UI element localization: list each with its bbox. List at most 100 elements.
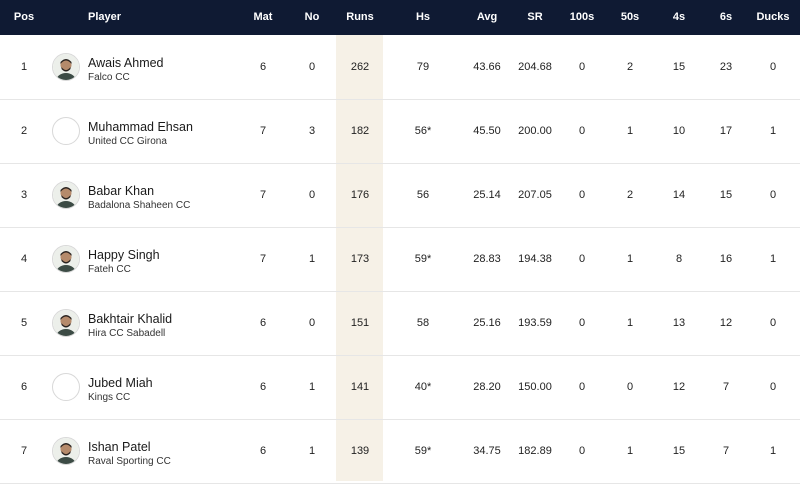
player-avatar [52, 309, 80, 337]
sr-cell: 204.68 [518, 61, 552, 73]
ducks-cell: 1 [769, 125, 777, 137]
sr-cell: 193.59 [518, 317, 552, 329]
runs-cell: 141 [350, 381, 370, 393]
mat-cell: 6 [259, 381, 267, 393]
col-no-header[interactable]: No [304, 11, 320, 23]
pos-cell: 5 [20, 317, 28, 329]
sr-cell: 207.05 [518, 189, 552, 201]
player-photo-icon [53, 246, 79, 272]
runs-cell: 176 [350, 189, 370, 201]
player-team: Raval Sporting CC [88, 456, 171, 467]
fifties-cell: 2 [626, 189, 634, 201]
col-pos-header[interactable]: Pos [13, 11, 35, 23]
avg-cell: 25.14 [473, 189, 501, 201]
player-team: Kings CC [88, 392, 131, 403]
player-avatar [52, 181, 80, 209]
sixes-cell: 17 [719, 125, 733, 137]
table-row[interactable]: 4 Happy Singh Fateh CC 7 1 173 59* 28.83… [0, 227, 800, 292]
pos-cell: 2 [20, 125, 28, 137]
no-cell: 1 [308, 253, 316, 265]
table-row[interactable]: 3 Babar Khan Badalona Shaheen CC 7 0 176… [0, 163, 800, 228]
col-mat-header[interactable]: Mat [253, 11, 273, 23]
sr-cell: 200.00 [518, 125, 552, 137]
pos-cell: 3 [20, 189, 28, 201]
sixes-cell: 7 [722, 445, 730, 457]
no-cell: 0 [308, 189, 316, 201]
no-cell: 0 [308, 317, 316, 329]
table-row[interactable]: 5 Bakhtair Khalid Hira CC Sabadell 6 0 1… [0, 291, 800, 356]
sixes-cell: 16 [719, 253, 733, 265]
player-name[interactable]: Ishan Patel [88, 440, 151, 454]
hs-cell: 79 [416, 61, 430, 73]
col-sr-header[interactable]: SR [527, 11, 543, 23]
hundreds-cell: 0 [578, 317, 586, 329]
runs-cell: 173 [350, 253, 370, 265]
col-avg-header[interactable]: Avg [476, 11, 498, 23]
fours-cell: 13 [672, 317, 686, 329]
table-row[interactable]: 2 Muhammad Ehsan United CC Girona 7 3 18… [0, 99, 800, 164]
player-team: Hira CC Sabadell [88, 328, 166, 339]
col-player-header[interactable]: Player [88, 11, 122, 23]
sixes-cell: 23 [719, 61, 733, 73]
col-4s-header[interactable]: 4s [672, 11, 686, 23]
pos-cell: 4 [20, 253, 28, 265]
sr-cell: 150.00 [518, 381, 552, 393]
fifties-cell: 1 [626, 125, 634, 137]
mat-cell: 6 [259, 445, 267, 457]
table-row[interactable]: 7 Ishan Patel Raval Sporting CC 6 1 139 … [0, 419, 800, 484]
fifties-cell: 1 [626, 317, 634, 329]
sr-cell: 182.89 [518, 445, 552, 457]
player-team: Falco CC [88, 72, 130, 83]
player-name[interactable]: Happy Singh [88, 248, 160, 262]
player-name[interactable]: Muhammad Ehsan [88, 120, 193, 134]
pos-cell: 1 [20, 61, 28, 73]
ducks-cell: 0 [769, 189, 777, 201]
table-row[interactable]: 1 Awais Ahmed Falco CC 6 0 262 79 43.66 … [0, 35, 800, 100]
player-name[interactable]: Awais Ahmed [88, 56, 164, 70]
mat-cell: 6 [259, 317, 267, 329]
fours-cell: 14 [672, 189, 686, 201]
fifties-cell: 1 [626, 253, 634, 265]
sixes-cell: 12 [719, 317, 733, 329]
player-name[interactable]: Babar Khan [88, 184, 155, 198]
col-hs-header[interactable]: Hs [415, 11, 431, 23]
mat-cell: 7 [259, 125, 267, 137]
avg-cell: 43.66 [473, 61, 501, 73]
player-avatar [52, 373, 80, 401]
col-6s-header[interactable]: 6s [719, 11, 733, 23]
runs-cell: 151 [350, 317, 370, 329]
pos-cell: 6 [20, 381, 28, 393]
player-name[interactable]: Bakhtair Khalid [88, 312, 173, 326]
no-cell: 0 [308, 61, 316, 73]
mat-cell: 6 [259, 61, 267, 73]
hs-cell: 56 [416, 189, 430, 201]
sr-cell: 194.38 [518, 253, 552, 265]
col-100s-header[interactable]: 100s [569, 11, 595, 23]
table-row[interactable]: 6 Jubed Miah Kings CC 6 1 141 40* 28.20 … [0, 355, 800, 420]
ducks-cell: 1 [769, 253, 777, 265]
fours-cell: 8 [675, 253, 683, 265]
runs-cell: 262 [350, 61, 370, 73]
hs-cell: 59* [414, 253, 432, 265]
hundreds-cell: 0 [578, 125, 586, 137]
ducks-cell: 1 [769, 445, 777, 457]
fifties-cell: 1 [626, 445, 634, 457]
no-cell: 1 [308, 381, 316, 393]
hs-cell: 40* [414, 381, 432, 393]
player-avatar [52, 245, 80, 273]
avg-cell: 45.50 [473, 125, 501, 137]
fifties-cell: 2 [626, 61, 634, 73]
runs-cell: 182 [350, 125, 370, 137]
hundreds-cell: 0 [578, 61, 586, 73]
ducks-cell: 0 [769, 381, 777, 393]
player-avatar [52, 117, 80, 145]
no-cell: 3 [308, 125, 316, 137]
col-ducks-header[interactable]: Ducks [756, 11, 790, 23]
col-50s-header[interactable]: 50s [620, 11, 640, 23]
player-name[interactable]: Jubed Miah [88, 376, 153, 390]
col-runs-header[interactable]: Runs [346, 11, 374, 23]
fours-cell: 12 [672, 381, 686, 393]
player-photo-icon [53, 438, 79, 464]
player-team: Badalona Shaheen CC [88, 200, 191, 211]
